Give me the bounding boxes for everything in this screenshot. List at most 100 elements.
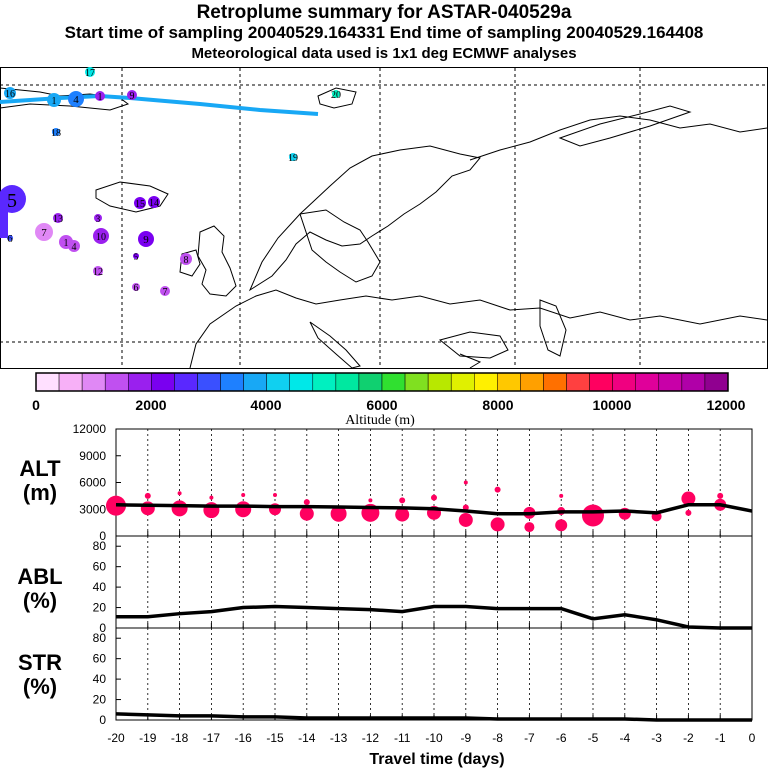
plume-bubble [177,491,182,496]
colorbar-swatch [681,372,706,392]
y-tick-label: 0 [99,713,106,727]
colorbar-swatch [520,372,544,392]
map-point: 4 [68,91,84,107]
plume-bubble [330,505,347,522]
plume-bubble [490,517,505,532]
colorbar-swatch [35,372,60,392]
map-point: 4 [68,240,80,253]
map-point-label: 7 [163,287,168,298]
map-point: 9 [138,231,154,247]
plume-bubble [273,492,277,497]
map-point-label: 15 [135,199,145,210]
map-point-label: 1 [98,92,103,103]
x-tick-label: -6 [556,731,567,745]
map-point: 1 [47,93,61,107]
map-point-label: 9 [143,234,149,246]
series-line-str [115,712,752,722]
y-tick-label: 6000 [79,476,106,490]
x-tick-label: -12 [362,731,380,745]
map-point: 7 [160,286,170,298]
plume-bubble [494,486,501,493]
map-point: 7 [35,223,53,241]
colorbar-tick: 0 [32,397,40,413]
colorbar-tick: 12000 [707,397,746,413]
map-point-label: 10 [96,232,106,243]
map-point: 16 [4,87,16,100]
x-tick-label: -2 [683,731,694,745]
map-point-marker [4,87,16,99]
map-point: 17 [85,67,95,79]
alt-label: ALT (m) [19,456,61,505]
map-point-marker [85,67,95,77]
x-tick-label: -1 [715,731,726,745]
colorbar-swatch [381,372,406,392]
colorbar-swatch [404,372,429,392]
time-series-panels: 120009000600030000806040200806040200-20-… [73,422,756,745]
x-tick-label: -20 [107,731,125,745]
map-point-marker [289,153,297,161]
colorbar-axis-label: Altitude (m) [345,413,415,428]
colorbar-swatch [474,372,498,392]
colorbar-swatch [289,372,314,392]
colorbar-swatch [58,372,83,392]
plume-bubble [462,504,469,511]
map-point-label: 6 [134,283,139,294]
map-point: 1 [95,91,105,103]
map-point-marker [68,91,84,107]
colorbar-swatch [335,372,360,392]
plume-bubble [303,499,310,506]
y-tick-label: 80 [93,631,107,645]
map-point-label: 14 [149,198,159,209]
y-tick-label: 40 [93,672,107,686]
x-axis-label: Travel time (days) [369,751,504,768]
chart-title: Retroplume summary for ASTAR-040529a [196,2,572,23]
map-point: 19 [288,153,298,164]
map-point: 10 [93,228,109,244]
plume-bubble [555,519,568,532]
series-line-alt [115,503,753,516]
colorbar-swatch [220,372,244,392]
map-point-label: 17 [85,68,95,79]
map-point-marker [93,228,109,244]
map-point-marker [332,90,340,98]
plume-bubble [299,506,314,521]
colorbar-swatch [658,372,683,392]
y-tick-label: 12000 [73,422,107,436]
y-tick-label: 0 [99,529,106,543]
map-gridlines [0,68,768,368]
met-data-note: Meteorological data used is 1x1 deg ECMW… [191,45,577,62]
colorbar-swatch [358,372,383,392]
colorbar-swatch [197,372,221,392]
plume-bubble [431,494,437,501]
sampling-times: Start time of sampling 20040529.164331 E… [64,23,704,42]
colorbar-swatch [81,372,106,392]
map-point-label: 18 [51,128,61,139]
map-point-label: 19 [288,153,298,164]
map-point-marker [133,253,139,259]
colorbar-frame [35,372,729,392]
map-point: 20 [331,90,341,101]
y-tick-label: 0 [99,621,106,635]
map-point: 15 [134,197,146,210]
map-point-label: 4 [72,242,77,253]
y-tick-label: 60 [93,652,107,666]
map-point-label: 9 [130,91,135,102]
map-point-label: 13 [53,214,63,225]
map-point: 13 [53,213,63,225]
colorbar-swatch [243,372,267,392]
map-point-marker [53,213,63,223]
map-point-marker [134,197,146,209]
x-tick-label: -4 [619,731,630,745]
colorbar-swatch [427,372,452,392]
map-panel: 17 16 1 4 1 9 20 18 19 5 15 14 13 3 7 1 … [0,67,768,369]
map-point-label: 5 [7,190,17,212]
plume-bubble [399,497,406,504]
alt-label-line1: ALT [19,456,61,481]
colorbar-swatch [589,372,613,392]
str-label-line2: (%) [23,674,57,699]
colorbar-swatch [543,372,567,392]
panel-abl: 80 60 40 20 0 [93,535,753,635]
x-tick-label: -10 [425,731,443,745]
plume-bubble [685,509,692,516]
plume-bubble [395,507,410,522]
